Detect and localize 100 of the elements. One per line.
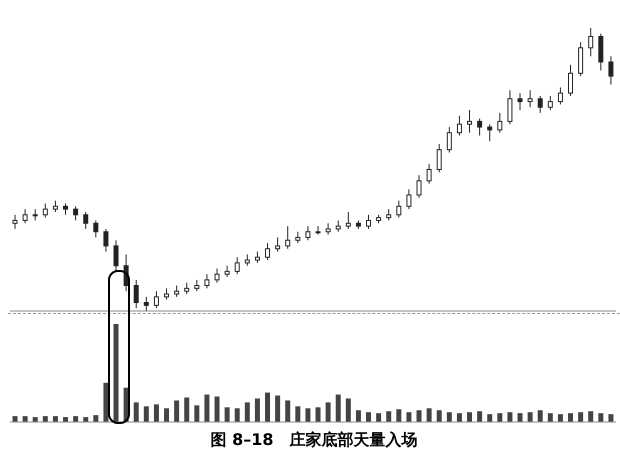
candlestick <box>608 56 614 86</box>
bar <box>224 407 230 422</box>
bar <box>406 412 412 422</box>
bar <box>32 417 38 422</box>
candlestick <box>114 240 119 272</box>
bar <box>366 412 372 422</box>
bar <box>426 408 432 422</box>
candlestick <box>416 174 422 198</box>
bar <box>376 413 382 422</box>
bar <box>477 411 482 422</box>
candlestick <box>194 279 200 292</box>
bar <box>63 417 68 422</box>
candlestick <box>426 163 432 184</box>
candlestick <box>366 214 372 230</box>
bar <box>244 402 250 422</box>
bar <box>134 402 139 422</box>
bar <box>507 412 512 422</box>
candlestick <box>336 220 341 232</box>
bar <box>275 396 280 422</box>
candlestick <box>73 206 78 221</box>
bar <box>194 405 200 422</box>
bar <box>588 411 594 422</box>
candlestick <box>436 144 442 173</box>
bar <box>305 408 310 422</box>
candlestick <box>538 95 543 114</box>
bar <box>12 416 18 422</box>
bar <box>396 409 402 422</box>
candlestick <box>103 228 108 252</box>
bar <box>184 398 190 422</box>
bar <box>234 408 240 422</box>
candlestick <box>588 28 594 57</box>
bar <box>265 392 270 422</box>
bar <box>416 410 422 422</box>
bar <box>446 412 452 422</box>
candlestick <box>83 211 88 230</box>
bar <box>42 416 48 422</box>
bar <box>83 417 88 422</box>
candlestick <box>254 251 260 264</box>
candlestick <box>134 279 139 309</box>
candlestick <box>42 202 48 218</box>
candlestick <box>275 236 280 252</box>
candlestick <box>214 268 220 284</box>
candlestick <box>396 200 402 218</box>
candlestick <box>456 115 462 136</box>
candlestick <box>22 208 28 224</box>
candlestick <box>467 110 472 134</box>
text: 图 8–18 庄家底部天量入场 <box>210 430 418 451</box>
bar <box>174 400 180 422</box>
bar <box>144 406 149 422</box>
bar <box>538 410 543 422</box>
candlestick <box>507 90 512 125</box>
bar <box>103 382 108 422</box>
candlestick <box>234 256 240 275</box>
bar <box>558 414 563 422</box>
bar <box>436 410 442 422</box>
bar <box>608 414 614 422</box>
bar <box>467 412 472 422</box>
bar <box>164 408 170 422</box>
candlestick <box>295 231 300 244</box>
bar <box>497 413 502 422</box>
bar <box>518 413 523 422</box>
candlestick <box>204 274 210 289</box>
candlestick <box>174 285 180 298</box>
candlestick <box>164 288 170 300</box>
bar <box>346 398 351 422</box>
bar <box>254 398 260 422</box>
bar <box>598 413 604 422</box>
candlestick <box>346 211 351 230</box>
candlestick <box>144 296 149 311</box>
bar <box>356 410 361 422</box>
bar <box>568 413 574 422</box>
bar <box>93 415 98 422</box>
candlestick <box>32 208 38 221</box>
candlestick <box>154 290 159 309</box>
bar <box>578 412 584 422</box>
candlestick <box>305 226 310 241</box>
bar <box>528 412 533 422</box>
candlestick <box>265 242 270 261</box>
bar <box>285 400 290 422</box>
bar <box>316 407 321 422</box>
candlestick <box>446 126 452 154</box>
bar <box>456 413 462 422</box>
candlestick <box>487 124 492 142</box>
candlestick <box>52 200 58 212</box>
bar <box>487 414 492 422</box>
bar <box>326 402 331 422</box>
bar <box>204 394 210 422</box>
bar <box>22 416 28 422</box>
candlestick <box>285 226 290 250</box>
bar <box>52 416 58 422</box>
bar <box>295 406 300 422</box>
candlestick <box>224 265 230 278</box>
bar <box>214 396 220 422</box>
candlestick <box>406 188 412 210</box>
bar <box>114 324 119 422</box>
candlestick <box>568 64 574 96</box>
candlestick <box>244 254 250 266</box>
candlestick <box>184 282 190 295</box>
candlestick <box>548 95 553 111</box>
candlestick <box>477 118 482 136</box>
